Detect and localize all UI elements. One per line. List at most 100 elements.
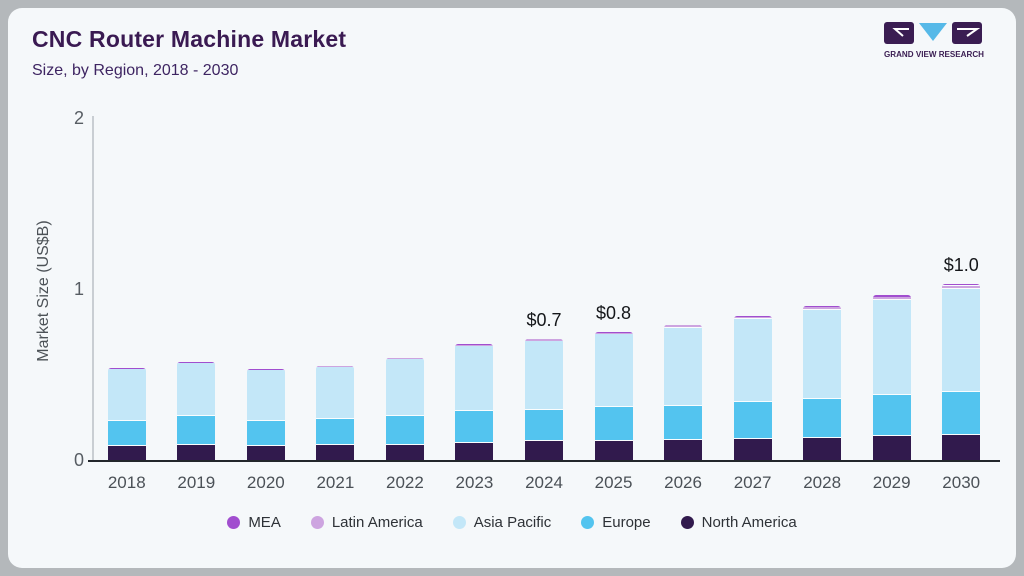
bar-segment-europe-2021 [316, 418, 355, 446]
legend-label-asia-pacific: Asia Pacific [473, 514, 552, 531]
bar-segment-europe-2026 [664, 406, 703, 441]
bar-segment-north-america-2018 [107, 446, 146, 460]
bar-2029 [872, 295, 911, 460]
x-axis-label-2025: 2025 [594, 473, 633, 492]
bar-segment-north-america-2027 [733, 439, 772, 460]
bar-segment-asia-pacific-2028 [803, 309, 842, 400]
bar-2019 [177, 362, 216, 460]
bar-2018 [107, 368, 146, 460]
bar-segment-latin-america-2030 [942, 285, 981, 290]
bar-segment-latin-america-2024 [525, 339, 563, 342]
legend-item-europe: Europe [581, 514, 651, 531]
bar-2022 [385, 357, 424, 460]
bar-segment-latin-america-2019 [177, 362, 216, 364]
bar-segment-europe-2030 [942, 391, 981, 436]
bar-segment-mea-2028 [803, 305, 842, 307]
bar-segment-north-america-2023 [455, 442, 494, 460]
page-title: CNC Router Machine Market [32, 26, 347, 52]
bar-segment-north-america-2020 [246, 446, 285, 460]
bar-segment-north-america-2028 [803, 437, 842, 460]
bar-segment-asia-pacific-2021 [316, 366, 355, 419]
bar-segment-mea-2025 [594, 331, 633, 333]
bar-segment-europe-2020 [246, 420, 285, 447]
y-tick-label-2: 2 [73, 108, 84, 128]
bar-segment-asia-pacific-2022 [385, 359, 424, 416]
bar-segment-asia-pacific-2026 [664, 327, 703, 407]
bar-segment-latin-america-2022 [385, 358, 424, 360]
legend-item-mea: MEA [227, 514, 281, 531]
bar-segment-latin-america-2026 [664, 325, 703, 328]
legend-dot-north-america [680, 516, 694, 529]
bar-segment-asia-pacific-2029 [872, 300, 911, 396]
bar-segment-europe-2023 [455, 411, 494, 443]
bar-segment-asia-pacific-2020 [246, 370, 285, 421]
bar-segment-mea-2030 [942, 283, 981, 286]
bar-segment-north-america-2025 [594, 441, 633, 460]
bar-segment-europe-2019 [177, 415, 216, 445]
x-axis-label-2027: 2027 [733, 473, 772, 492]
bar-segment-asia-pacific-2027 [733, 318, 772, 402]
chart-card: CNC Router Machine Market Size, by Regio… [8, 8, 1016, 568]
gvr-logo-icon: GRAND VIEW RESEARCH [884, 22, 984, 59]
bar-segment-north-america-2022 [385, 444, 424, 460]
bar-2027 [733, 315, 772, 460]
x-axis-label-2023: 2023 [455, 473, 494, 492]
bar-segment-mea-2026 [664, 324, 703, 326]
x-axis-label-2030: 2030 [942, 473, 981, 492]
x-axis-label-2019: 2019 [177, 473, 216, 492]
bar-segment-mea-2022 [385, 357, 424, 359]
gvr-logo-text: GRAND VIEW RESEARCH [884, 50, 984, 59]
legend-item-latin-america: Latin America [310, 514, 423, 531]
page-subtitle: Size, by Region, 2018 - 2030 [32, 62, 239, 79]
x-axis-line [88, 460, 1000, 462]
x-axis-label-2020: 2020 [246, 473, 285, 492]
bar-segment-asia-pacific-2030 [942, 289, 981, 392]
x-axis-label-2026: 2026 [664, 473, 702, 492]
bar-segment-asia-pacific-2025 [594, 334, 633, 408]
legend-item-north-america: North America [680, 514, 797, 531]
bar-segment-north-america-2024 [525, 441, 563, 460]
y-tick-label-0: 0 [73, 450, 84, 470]
bar-segment-europe-2018 [107, 420, 146, 447]
bar-segment-asia-pacific-2023 [455, 346, 494, 412]
bar-2028 [803, 305, 842, 460]
x-axis-label-2028: 2028 [803, 473, 842, 492]
bar-segment-north-america-2019 [177, 444, 216, 460]
x-axis-label-2018: 2018 [107, 473, 146, 492]
y-axis-line [92, 116, 94, 462]
bar-segment-europe-2022 [385, 415, 424, 445]
legend-label-north-america: North America [701, 514, 797, 531]
bar-segment-mea-2027 [733, 315, 772, 317]
bar-value-label-2025: $0.8 [596, 302, 632, 323]
legend-label-latin-america: Latin America [331, 514, 423, 531]
legend-label-mea: MEA [248, 514, 281, 531]
x-axis-label-2024: 2024 [525, 473, 563, 492]
bar-segment-north-america-2030 [942, 435, 981, 460]
bar-segment-mea-2024 [525, 338, 563, 340]
legend-label-europe: Europe [602, 514, 651, 531]
legend-dot-asia-pacific [452, 516, 466, 529]
bar-segment-latin-america-2025 [594, 332, 633, 335]
bar-2020 [246, 369, 285, 460]
x-axis-label-2021: 2021 [316, 473, 355, 492]
x-axis-label-2029: 2029 [872, 473, 911, 492]
bar-segment-north-america-2029 [872, 436, 911, 460]
bar-2030 [942, 283, 981, 460]
bar-segment-europe-2027 [733, 401, 772, 440]
legend-dot-europe [581, 516, 595, 529]
bar-segment-europe-2024 [525, 409, 563, 442]
bar-segment-asia-pacific-2018 [107, 369, 146, 421]
bar-segment-latin-america-2029 [872, 297, 911, 301]
bar-segment-latin-america-2020 [246, 369, 285, 371]
legend: MEA Latin America Asia Pacific Europe North … [8, 514, 1016, 531]
legend-dot-latin-america [310, 516, 324, 529]
bar-segment-mea-2023 [455, 344, 494, 345]
y-tick-label-1: 1 [73, 279, 84, 299]
bar-segment-north-america-2021 [316, 445, 355, 460]
x-axis-label-2022: 2022 [386, 473, 424, 492]
gvr-logo: GRAND VIEW RESEARCH [882, 20, 994, 64]
bar-2024 [525, 338, 563, 460]
bar-segment-latin-america-2021 [316, 365, 355, 367]
bar-2023 [455, 344, 494, 460]
